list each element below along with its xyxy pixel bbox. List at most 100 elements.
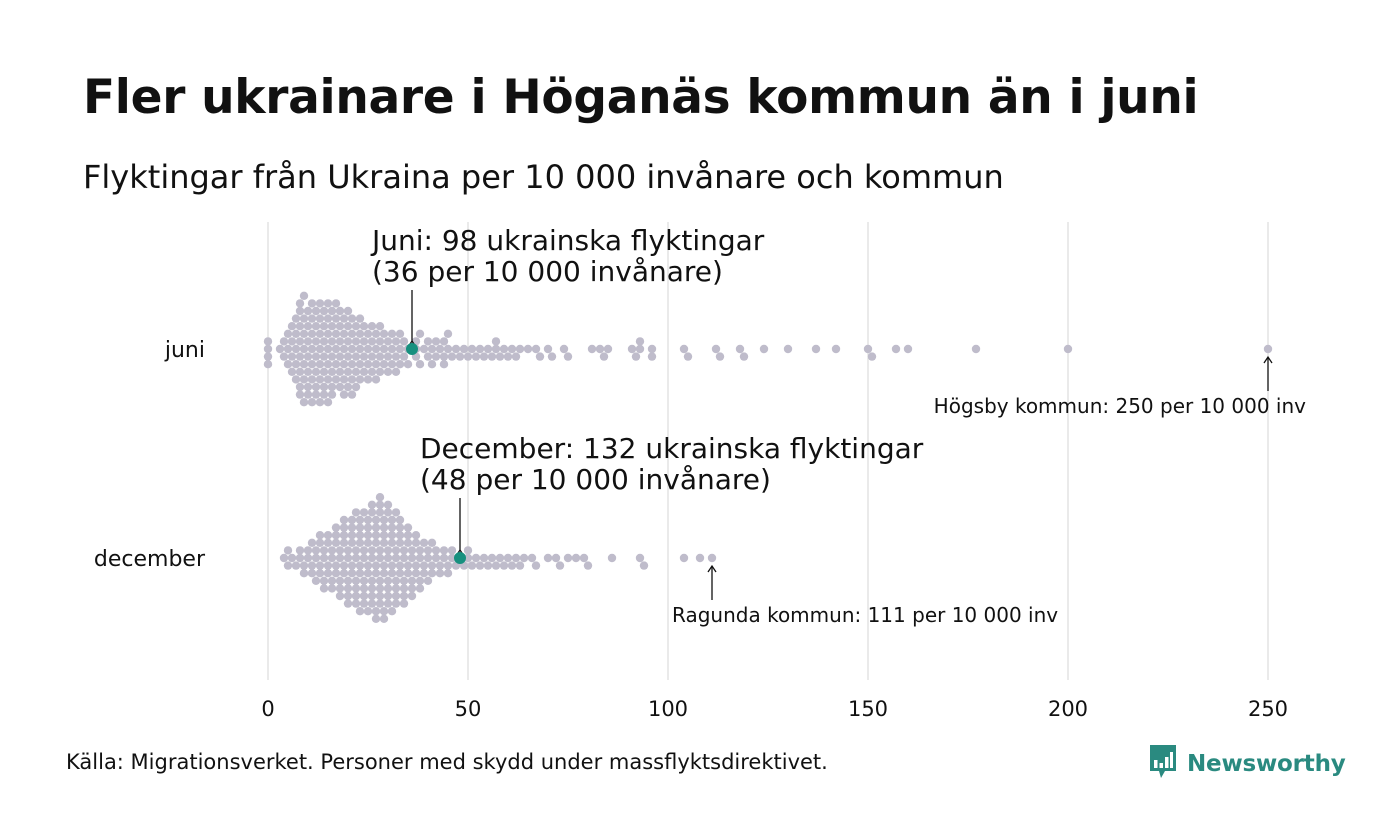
- data-point: [347, 329, 357, 338]
- data-point: [303, 382, 313, 392]
- data-point: [443, 561, 453, 570]
- data-point: [463, 352, 473, 361]
- data-point: [535, 352, 545, 361]
- data-point: [331, 569, 341, 578]
- data-point: [415, 329, 425, 338]
- data-point: [451, 344, 461, 354]
- data-point: [495, 553, 505, 563]
- data-point: [279, 352, 289, 361]
- data-point: [359, 337, 369, 346]
- arrow-head: [1263, 355, 1273, 364]
- data-point: [315, 398, 325, 407]
- data-point: [491, 561, 501, 570]
- data-point: [307, 398, 317, 407]
- data-point: [395, 561, 405, 570]
- data-point: [275, 344, 285, 354]
- data-point: [343, 553, 353, 563]
- data-point: [343, 322, 353, 331]
- data-point: [735, 344, 745, 354]
- data-point: [355, 329, 365, 338]
- data-point: [287, 352, 297, 361]
- data-point: [379, 360, 389, 369]
- bar-chart-speech-bubble-icon: [1148, 744, 1178, 784]
- data-point: [307, 344, 317, 354]
- data-point: [423, 553, 433, 563]
- data-point: [343, 591, 353, 601]
- data-point: [347, 515, 357, 525]
- data-point: [339, 390, 349, 399]
- data-point: [467, 344, 477, 354]
- data-point: [411, 531, 421, 540]
- data-point: [1263, 344, 1273, 354]
- row-label: december: [94, 547, 206, 572]
- data-point: [331, 344, 341, 354]
- data-point: [287, 367, 297, 376]
- data-point: [515, 561, 525, 570]
- data-point: [367, 599, 377, 608]
- data-point: [339, 360, 349, 369]
- data-point: [291, 360, 301, 369]
- data-point: [543, 553, 553, 563]
- data-point: [383, 591, 393, 601]
- data-point: [635, 344, 645, 354]
- data-point: [647, 352, 657, 361]
- data-point: [311, 337, 321, 346]
- data-point: [695, 553, 705, 563]
- data-point: [295, 382, 305, 392]
- data-point: [287, 337, 297, 346]
- data-point: [295, 352, 305, 361]
- data-point: [367, 584, 377, 593]
- data-point: [891, 344, 901, 354]
- data-point: [391, 599, 401, 608]
- data-point: [679, 553, 689, 563]
- data-point: [355, 561, 365, 570]
- data-point: [447, 553, 457, 563]
- data-point: [519, 553, 529, 563]
- x-tick-label: 200: [1048, 697, 1088, 721]
- data-point: [303, 553, 313, 563]
- data-point: [387, 360, 397, 369]
- annotation-label: Ragunda kommun: 111 per 10 000 inv: [672, 603, 1058, 627]
- data-point: [707, 553, 717, 563]
- data-point: [375, 508, 385, 517]
- data-point: [355, 569, 365, 578]
- annotation-label: Högsby kommun: 250 per 10 000 inv: [934, 394, 1306, 418]
- data-point: [319, 337, 329, 346]
- data-point: [495, 352, 505, 361]
- newsworthy-logo[interactable]: Newsworthy: [1148, 744, 1346, 784]
- row-label: juni: [164, 338, 205, 363]
- data-point: [367, 546, 377, 555]
- data-point: [283, 561, 293, 570]
- data-point: [599, 352, 609, 361]
- data-point: [383, 584, 393, 593]
- data-point: [403, 531, 413, 540]
- data-point: [327, 352, 337, 361]
- data-point: [431, 553, 441, 563]
- data-point: [867, 352, 877, 361]
- data-point: [387, 569, 397, 578]
- data-point: [355, 607, 365, 616]
- data-point: [311, 367, 321, 376]
- data-point: [311, 306, 321, 316]
- data-point: [323, 398, 333, 407]
- data-point: [407, 576, 417, 585]
- data-point: [287, 322, 297, 331]
- data-point: [295, 299, 305, 308]
- data-point: [363, 515, 373, 525]
- data-point: [583, 561, 593, 570]
- data-point: [311, 352, 321, 361]
- highlight-label: Juni: 98 ukrainska flyktingar: [370, 224, 765, 257]
- data-point: [375, 591, 385, 601]
- data-point: [347, 390, 357, 399]
- data-point: [375, 322, 385, 331]
- data-point: [367, 322, 377, 331]
- data-point: [383, 553, 393, 563]
- data-point: [391, 546, 401, 555]
- data-point: [431, 546, 441, 555]
- data-point: [551, 553, 561, 563]
- data-point: [331, 531, 341, 540]
- data-point: [331, 561, 341, 570]
- data-point: [323, 344, 333, 354]
- data-point: [307, 569, 317, 578]
- data-point: [399, 584, 409, 593]
